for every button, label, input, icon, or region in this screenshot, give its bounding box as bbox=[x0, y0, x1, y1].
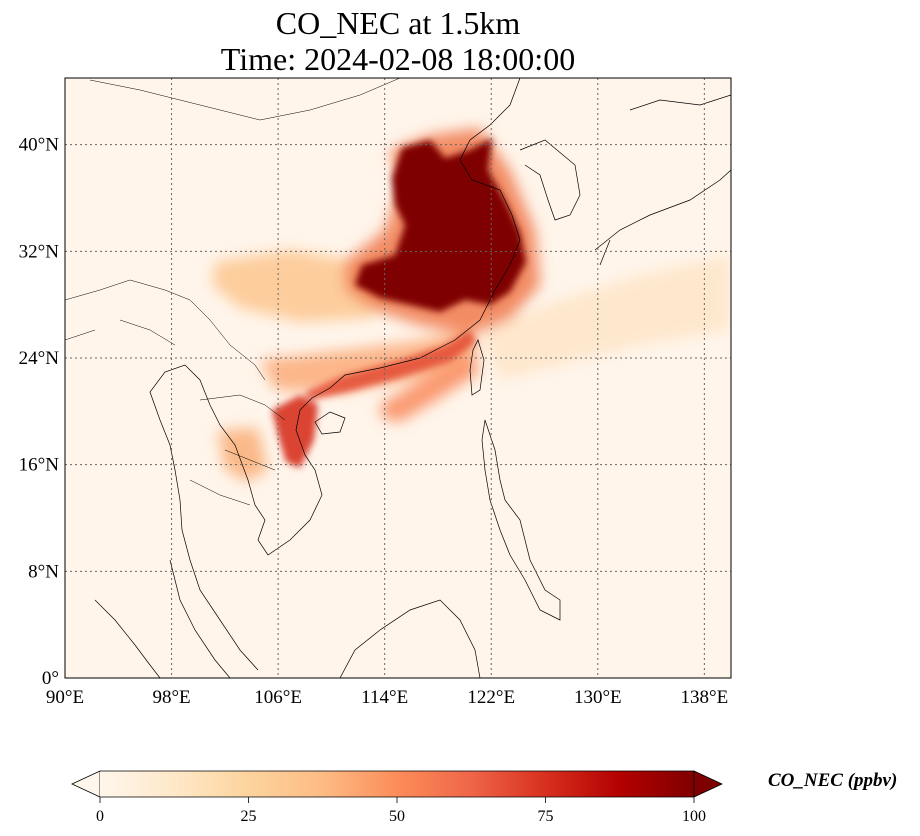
colorbar-tick-label: 25 bbox=[241, 808, 257, 825]
laos-plume bbox=[218, 428, 268, 482]
colorbar-tick-label: 75 bbox=[538, 808, 554, 825]
mainland-borders bbox=[65, 78, 401, 506]
colorbar-tick-label: 100 bbox=[682, 808, 706, 825]
lat-tick-label: 24°N bbox=[19, 348, 60, 369]
lat-tick-label: 0° bbox=[42, 668, 59, 689]
plume-core-layer bbox=[272, 138, 526, 468]
north-china-plume bbox=[355, 138, 526, 312]
colorbar-body bbox=[100, 771, 694, 797]
taiwan-plume bbox=[380, 352, 480, 422]
colorbar-over-extension bbox=[693, 770, 723, 798]
lat-tick-label: 32°N bbox=[19, 241, 60, 262]
korea-coastline bbox=[519, 139, 581, 221]
longitude-tick-labels: 90°E 98°E 106°E 114°E 122°E 130°E 138°E bbox=[46, 687, 728, 708]
latitude-tick-labels: 0° 8°N 16°N 24°N 32°N 40°N bbox=[19, 135, 60, 689]
colorbar-tick-label: 0 bbox=[96, 808, 104, 825]
philippines-coastline bbox=[481, 419, 561, 621]
colorbar: 0 25 50 75 100 bbox=[71, 770, 723, 825]
japan-coastline bbox=[594, 94, 731, 266]
lon-tick-label: 138°E bbox=[681, 687, 729, 708]
hainan-coastline bbox=[314, 411, 346, 435]
malay-peninsula-coastline bbox=[169, 559, 231, 678]
colorbar-label: CO_NEC (ppbv) bbox=[768, 770, 898, 791]
map-frame bbox=[64, 77, 732, 679]
lon-tick-label: 98°E bbox=[152, 687, 190, 708]
gulf-tonkin-plume bbox=[272, 395, 318, 468]
colorbar-tick-label: 50 bbox=[389, 808, 405, 825]
lon-tick-label: 130°E bbox=[574, 687, 622, 708]
lat-tick-label: 40°N bbox=[19, 135, 60, 156]
sumatra-coastline bbox=[94, 599, 161, 678]
lon-tick-label: 106°E bbox=[254, 687, 302, 708]
lon-tick-label: 114°E bbox=[361, 687, 408, 708]
lat-tick-label: 16°N bbox=[19, 455, 60, 476]
gridlines bbox=[65, 78, 731, 678]
ocean-pale-plume bbox=[480, 255, 730, 380]
lon-tick-label: 90°E bbox=[46, 687, 84, 708]
south-china-plume bbox=[260, 330, 480, 392]
map-time-subtitle: Time: 2024-02-08 18:00:00 bbox=[220, 41, 576, 77]
lat-tick-label: 8°N bbox=[28, 561, 59, 582]
colorbar-under-extension bbox=[71, 770, 101, 798]
taiwan-coastline bbox=[469, 339, 485, 396]
map-title: CO_NEC at 1.5km bbox=[275, 5, 521, 41]
coastal-band-plume bbox=[305, 330, 476, 400]
colorbar-ticks: 0 25 50 75 100 bbox=[96, 797, 706, 825]
lon-tick-label: 122°E bbox=[467, 687, 515, 708]
borneo-coastline bbox=[339, 599, 481, 678]
